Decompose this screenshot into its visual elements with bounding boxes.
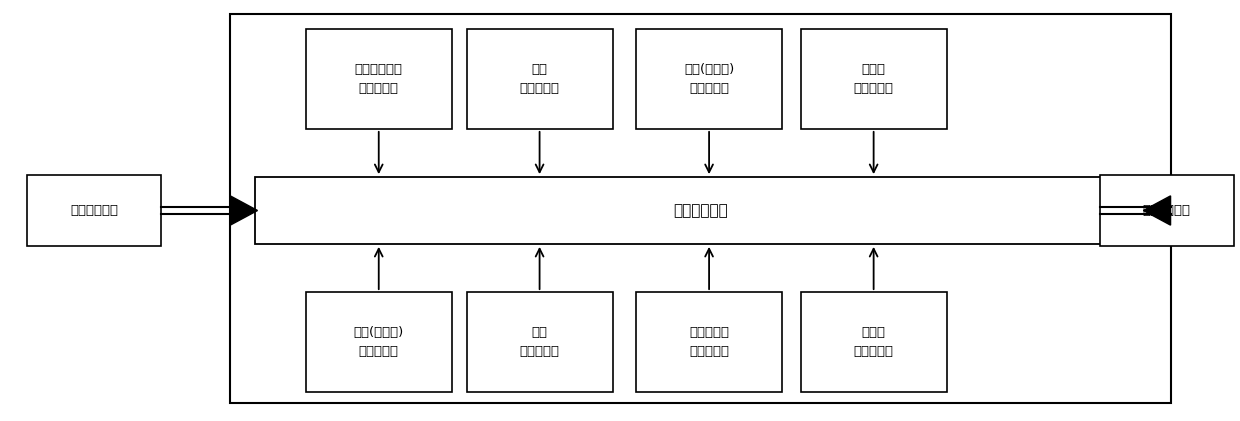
FancyBboxPatch shape	[27, 175, 161, 246]
Text: 接地刀闸状态: 接地刀闸状态	[1143, 204, 1190, 217]
Polygon shape	[1143, 196, 1171, 225]
Text: 断路器
分析及拓扑: 断路器 分析及拓扑	[853, 63, 894, 95]
Text: 变压器
分析及拓扑: 变压器 分析及拓扑	[853, 326, 894, 358]
Text: 线路
分析及拓扑: 线路 分析及拓扑	[520, 326, 559, 358]
Text: 刀闸(母线侧)
分析及拓扑: 刀闸(母线侧) 分析及拓扑	[684, 63, 734, 95]
Text: 母线
分析及拓扑: 母线 分析及拓扑	[520, 63, 559, 95]
Text: 对侧变电站
分析及拓扑: 对侧变电站 分析及拓扑	[689, 326, 729, 358]
FancyBboxPatch shape	[801, 292, 946, 392]
FancyBboxPatch shape	[306, 292, 451, 392]
Text: 刀闸(线路侧)
分析及拓扑: 刀闸(线路侧) 分析及拓扑	[353, 326, 404, 358]
FancyBboxPatch shape	[306, 29, 451, 129]
FancyBboxPatch shape	[801, 29, 946, 129]
FancyBboxPatch shape	[466, 29, 613, 129]
FancyBboxPatch shape	[255, 177, 1146, 244]
Text: 电网结构拓扑: 电网结构拓扑	[673, 203, 728, 218]
FancyBboxPatch shape	[466, 292, 613, 392]
Text: 故障开关两端
分析及拓扑: 故障开关两端 分析及拓扑	[355, 63, 403, 95]
Text: 设备连接数据: 设备连接数据	[71, 204, 118, 217]
Polygon shape	[231, 196, 258, 225]
FancyBboxPatch shape	[1100, 175, 1234, 246]
FancyBboxPatch shape	[636, 29, 782, 129]
FancyBboxPatch shape	[231, 14, 1171, 403]
FancyBboxPatch shape	[636, 292, 782, 392]
